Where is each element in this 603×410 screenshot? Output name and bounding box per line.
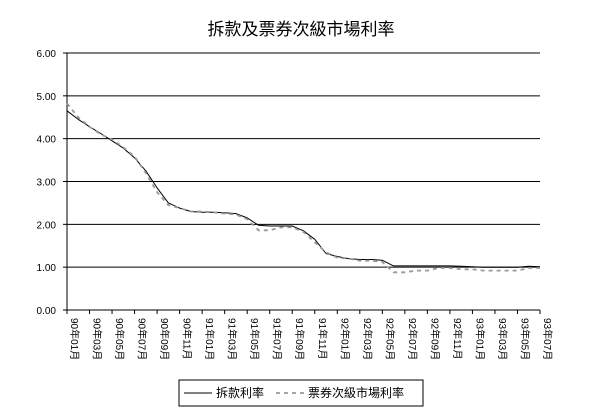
- plot-area: 0.00 1.00 2.00 3.00 4.00 5.00 6.00 90年01月 90年03月…: [37, 49, 554, 360]
- legend-label-bills-market-rate: 票券次級市場利率: [308, 385, 404, 400]
- x-tick-label: 90年01月: [68, 318, 81, 360]
- legend-label-call-loan-rate: 拆款利率: [216, 385, 264, 400]
- x-tick-label: 92年05月: [383, 318, 396, 360]
- y-tick-label: 3.00: [37, 178, 57, 189]
- x-tick-label: 91年05月: [248, 318, 261, 360]
- x-tick-label: 91年11月: [316, 318, 329, 360]
- x-tick-label: 90年11月: [181, 318, 194, 360]
- x-tick-label: 91年07月: [271, 318, 284, 360]
- y-tick-label: 0.00: [37, 306, 57, 317]
- legend-box: [178, 379, 424, 407]
- x-tick-label: 92年09月: [428, 318, 441, 360]
- x-tick-label: 92年01月: [338, 318, 351, 360]
- x-tick-label: 90年05月: [113, 318, 126, 360]
- legend: 拆款利率 票券次級市場利率: [178, 379, 424, 407]
- x-tick-label: 92年03月: [361, 318, 374, 360]
- x-tick-label: 93年01月: [473, 318, 486, 360]
- y-tick-label: 4.00: [37, 135, 57, 146]
- x-tick-label: 93年03月: [496, 318, 509, 360]
- x-tick-label: 93年05月: [518, 318, 531, 360]
- y-tick-label: 6.00: [37, 49, 57, 60]
- y-tick-label: 2.00: [37, 220, 57, 231]
- x-tick-label: 90年09月: [158, 318, 171, 360]
- x-tick-label: 91年03月: [226, 318, 239, 360]
- x-tick-label: 92年11月: [451, 318, 464, 360]
- x-tick-label: 90年07月: [136, 318, 149, 360]
- series-line-1: [66, 102, 540, 274]
- y-tick-label: 1.00: [37, 263, 57, 274]
- x-tick-label: 92年07月: [406, 318, 419, 360]
- series-line-0: [66, 110, 541, 268]
- chart-title: 拆款及票券次級市場利率: [208, 20, 395, 40]
- y-tick-label: 5.00: [37, 92, 57, 103]
- x-tick-label: 90年03月: [91, 318, 104, 360]
- x-tick-label: 93年07月: [541, 318, 554, 360]
- x-tick-label: 91年01月: [203, 318, 216, 360]
- x-tick-label: 91年09月: [293, 318, 306, 360]
